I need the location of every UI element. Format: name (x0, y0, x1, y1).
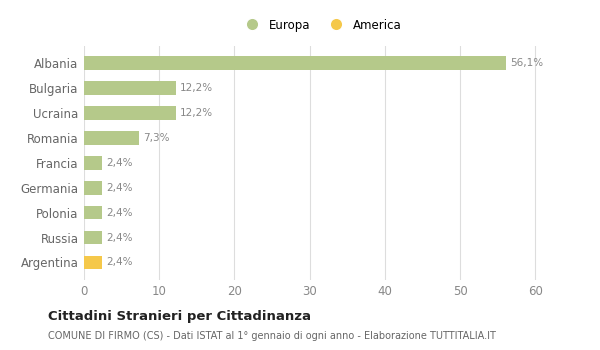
Legend: Europa, America: Europa, America (241, 19, 401, 32)
Text: COMUNE DI FIRMO (CS) - Dati ISTAT al 1° gennaio di ogni anno - Elaborazione TUTT: COMUNE DI FIRMO (CS) - Dati ISTAT al 1° … (48, 331, 496, 341)
Text: 2,4%: 2,4% (107, 208, 133, 218)
Bar (84, 231, 102, 244)
Text: 7,3%: 7,3% (143, 133, 170, 143)
Bar (84, 156, 102, 170)
Text: 2,4%: 2,4% (107, 158, 133, 168)
Text: 56,1%: 56,1% (511, 58, 544, 68)
Bar (84, 81, 176, 95)
Bar (84, 256, 102, 270)
Bar (84, 56, 506, 70)
Text: Cittadini Stranieri per Cittadinanza: Cittadini Stranieri per Cittadinanza (48, 310, 311, 323)
Text: 2,4%: 2,4% (107, 258, 133, 267)
Text: 12,2%: 12,2% (181, 83, 214, 93)
Bar (84, 181, 102, 195)
Bar (84, 106, 176, 120)
Text: 2,4%: 2,4% (107, 232, 133, 243)
Text: 12,2%: 12,2% (181, 108, 214, 118)
Text: 2,4%: 2,4% (107, 183, 133, 193)
Bar (84, 131, 139, 145)
Bar (84, 206, 102, 219)
